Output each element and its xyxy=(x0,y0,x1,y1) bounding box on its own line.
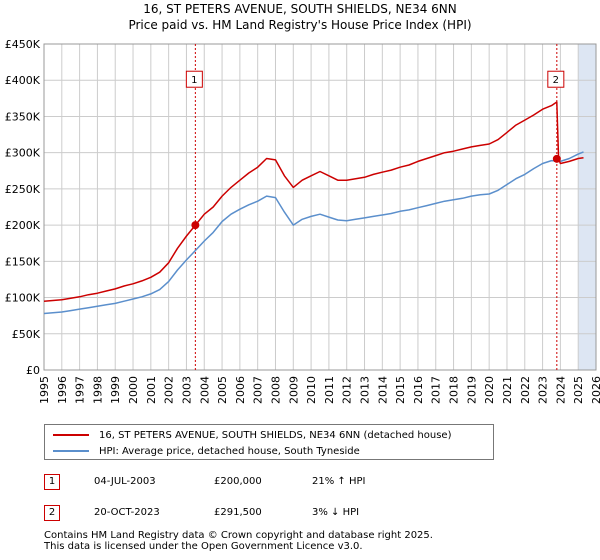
x-tick-label: 2022 xyxy=(519,376,532,404)
footer: Contains HM Land Registry data © Crown c… xyxy=(44,530,433,552)
x-tick-label: 1996 xyxy=(56,376,69,404)
y-tick-label: £150K xyxy=(5,255,41,268)
x-tick-label: 2006 xyxy=(234,376,247,404)
x-tick-label: 2005 xyxy=(216,376,229,404)
sale-label-box xyxy=(185,70,203,88)
x-tick-label: 2011 xyxy=(323,376,336,404)
transaction-badge: 1 xyxy=(44,474,60,490)
y-tick-label: £300K xyxy=(5,147,41,160)
transaction-badge: 2 xyxy=(44,505,60,521)
y-tick-label: £400K xyxy=(5,74,41,87)
chart-subtitle: Price paid vs. HM Land Registry's House … xyxy=(128,18,472,32)
y-tick-label: £350K xyxy=(5,110,41,123)
x-tick-label: 2010 xyxy=(305,376,318,404)
sale-point xyxy=(552,154,561,163)
transaction-row: 2 20-OCT-2023 £291,500 3% ↓ HPI xyxy=(44,505,564,525)
transaction-date: 20-OCT-2023 xyxy=(94,507,160,518)
transaction-row: 1 04-JUL-2003 £200,000 21% ↑ HPI xyxy=(44,474,564,494)
x-tick-label: 2019 xyxy=(465,376,478,404)
legend-item-hpi: HPI: Average price, detached house, Sout… xyxy=(53,443,360,459)
x-tick-label: 2008 xyxy=(269,376,282,404)
legend-swatch-property xyxy=(53,434,89,436)
x-tick-label: 1997 xyxy=(74,376,87,404)
y-tick-label: £450K xyxy=(5,38,41,51)
sale-label: 1 xyxy=(191,75,197,86)
transaction-price: £200,000 xyxy=(214,476,262,487)
x-tick-label: 2020 xyxy=(483,376,496,404)
footer-copyright: Contains HM Land Registry data © Crown c… xyxy=(44,530,433,541)
hpi-line xyxy=(43,151,584,315)
sale-label-box xyxy=(547,70,565,88)
plot-frame xyxy=(43,43,597,371)
x-tick-label: 2025 xyxy=(572,376,585,404)
transaction-hpi-diff: 3% ↓ HPI xyxy=(312,507,360,518)
x-tick-label: 2021 xyxy=(501,376,514,404)
forecast-shade xyxy=(578,44,596,370)
legend-label-hpi: HPI: Average price, detached house, Sout… xyxy=(99,445,360,457)
x-tick-label: 2002 xyxy=(163,376,176,404)
y-tick-label: £50K xyxy=(12,328,41,341)
legend-item-property: 16, ST PETERS AVENUE, SOUTH SHIELDS, NE3… xyxy=(53,427,452,443)
transaction-price: £291,500 xyxy=(214,507,262,518)
x-tick-label: 2009 xyxy=(287,376,300,404)
sale-label: 2 xyxy=(553,75,559,86)
x-tick-label: 2000 xyxy=(127,376,140,404)
x-tick-label: 1999 xyxy=(109,376,122,404)
legend-label-property: 16, ST PETERS AVENUE, SOUTH SHIELDS, NE3… xyxy=(99,429,452,441)
y-tick-label: £250K xyxy=(5,183,41,196)
y-tick-label: £0 xyxy=(26,364,40,377)
x-tick-label: 2018 xyxy=(448,376,461,404)
x-tick-label: 1995 xyxy=(38,376,51,404)
plot-area xyxy=(44,44,596,370)
property-price-line xyxy=(43,101,584,302)
chart-legend: 16, ST PETERS AVENUE, SOUTH SHIELDS, NE3… xyxy=(44,424,494,460)
chart-title: 16, ST PETERS AVENUE, SOUTH SHIELDS, NE3… xyxy=(143,2,457,16)
x-tick-label: 2007 xyxy=(252,376,265,404)
x-tick-label: 2015 xyxy=(394,376,407,404)
x-tick-label: 2026 xyxy=(590,376,600,404)
legend-swatch-hpi xyxy=(53,450,89,452)
x-tick-label: 2001 xyxy=(145,376,158,404)
x-tick-label: 2014 xyxy=(376,376,389,404)
x-tick-label: 2017 xyxy=(430,376,443,404)
x-tick-label: 2003 xyxy=(180,376,193,404)
x-tick-label: 2016 xyxy=(412,376,425,404)
y-tick-label: £200K xyxy=(5,219,41,232)
x-tick-label: 2024 xyxy=(554,376,567,404)
x-tick-label: 2013 xyxy=(359,376,372,404)
footer-licence: This data is licensed under the Open Gov… xyxy=(44,541,363,552)
transaction-date: 04-JUL-2003 xyxy=(94,476,156,487)
x-tick-label: 2004 xyxy=(198,376,211,404)
transaction-hpi-diff: 21% ↑ HPI xyxy=(312,476,366,487)
y-tick-label: £100K xyxy=(5,292,41,305)
x-tick-label: 1998 xyxy=(91,376,104,404)
price-chart: £0 £50K £100K £150K £200K £250K £300K £350K £400… xyxy=(5,38,600,404)
x-tick-label: 2012 xyxy=(341,376,354,404)
x-tick-label: 2023 xyxy=(537,376,550,404)
sale-point xyxy=(191,221,200,230)
